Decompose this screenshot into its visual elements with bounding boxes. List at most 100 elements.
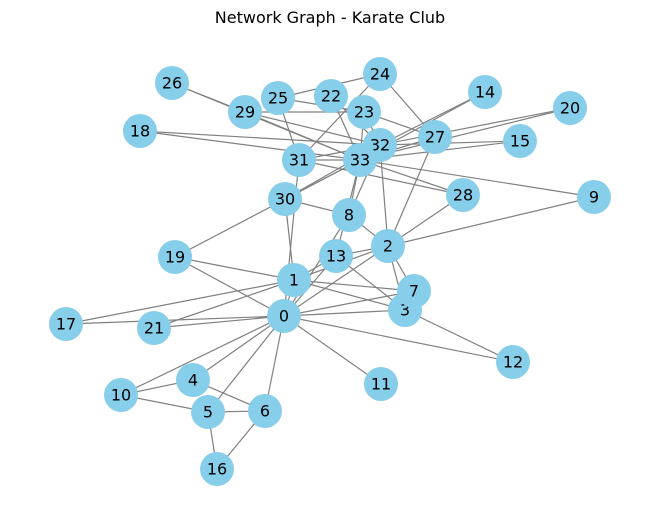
node-2[interactable]: 2 — [371, 229, 405, 263]
node-circle — [363, 57, 397, 91]
edge-1-21 — [153, 279, 295, 329]
node-1[interactable]: 1 — [277, 263, 311, 297]
node-6[interactable]: 6 — [248, 394, 282, 428]
node-10[interactable]: 10 — [104, 378, 138, 412]
node-circle — [282, 143, 316, 177]
node-circle — [397, 274, 431, 308]
edge-0-5 — [207, 315, 285, 413]
node-circle — [371, 229, 405, 263]
node-33[interactable]: 33 — [343, 143, 377, 177]
node-label: 26 — [162, 74, 182, 93]
node-label: 24 — [370, 65, 390, 84]
node-22[interactable]: 22 — [314, 79, 348, 113]
node-circle — [314, 79, 348, 113]
node-25[interactable]: 25 — [261, 81, 295, 115]
edge-2-27 — [387, 136, 436, 247]
edge-0-2 — [283, 245, 389, 317]
node-4[interactable]: 4 — [176, 363, 210, 397]
node-23[interactable]: 23 — [347, 95, 381, 129]
node-label: 10 — [111, 386, 131, 405]
node-label: 30 — [275, 190, 295, 209]
node-circle — [332, 198, 366, 232]
node-label: 20 — [560, 99, 580, 118]
node-label: 5 — [203, 403, 213, 422]
edge-0-10 — [120, 315, 285, 396]
edge-0-17 — [65, 315, 285, 325]
edge-29-32 — [244, 111, 381, 146]
node-circle — [155, 66, 189, 100]
node-18[interactable]: 18 — [123, 114, 157, 148]
node-label: 16 — [207, 460, 227, 479]
node-14[interactable]: 14 — [468, 75, 502, 109]
edge-0-11 — [283, 315, 382, 385]
node-label: 3 — [400, 301, 410, 320]
edge-0-12 — [283, 315, 514, 363]
edge-0-3 — [283, 309, 406, 317]
node-label: 29 — [235, 103, 255, 122]
node-circle — [553, 91, 587, 125]
node-circle — [418, 120, 452, 154]
node-28[interactable]: 28 — [446, 178, 480, 212]
node-27[interactable]: 27 — [418, 120, 452, 154]
node-label: 23 — [354, 103, 374, 122]
edge-0-8 — [283, 214, 350, 317]
node-label: 25 — [268, 89, 288, 108]
node-label: 21 — [144, 319, 164, 338]
node-11[interactable]: 11 — [364, 367, 398, 401]
node-circle — [503, 124, 537, 158]
edge-1-17 — [65, 279, 295, 325]
graph-title: Network Graph - Karate Club — [214, 8, 446, 27]
node-circle — [248, 394, 282, 428]
node-circle — [200, 452, 234, 486]
node-label: 12 — [503, 353, 523, 372]
node-label: 2 — [383, 237, 393, 256]
node-circle — [191, 395, 225, 429]
node-circle — [347, 95, 381, 129]
node-label: 28 — [453, 186, 473, 205]
node-label: 0 — [279, 307, 289, 326]
node-circle — [176, 363, 210, 397]
edge-18-33 — [139, 130, 361, 161]
node-13[interactable]: 13 — [319, 239, 353, 273]
node-26[interactable]: 26 — [155, 66, 189, 100]
node-17[interactable]: 17 — [49, 307, 83, 341]
edge-20-32 — [379, 107, 571, 146]
node-circle — [49, 307, 83, 341]
node-label: 31 — [289, 151, 309, 170]
edge-14-32 — [379, 91, 486, 146]
node-label: 15 — [510, 132, 530, 151]
node-circle — [577, 180, 611, 214]
node-label: 33 — [350, 151, 370, 170]
edge-1-3 — [293, 279, 406, 311]
edge-1-19 — [174, 256, 295, 281]
node-circle — [277, 263, 311, 297]
node-5[interactable]: 5 — [191, 395, 225, 429]
node-15[interactable]: 15 — [503, 124, 537, 158]
node-circle — [268, 182, 302, 216]
node-circle — [319, 239, 353, 273]
edge-0-4 — [192, 315, 285, 381]
node-0[interactable]: 0 — [267, 299, 301, 333]
node-8[interactable]: 8 — [332, 198, 366, 232]
node-label: 27 — [425, 128, 445, 147]
node-label: 7 — [409, 282, 419, 301]
node-circle — [496, 345, 530, 379]
node-29[interactable]: 29 — [228, 95, 262, 129]
edge-0-7 — [283, 290, 415, 317]
node-12[interactable]: 12 — [496, 345, 530, 379]
edge-3-12 — [404, 309, 514, 363]
node-20[interactable]: 20 — [553, 91, 587, 125]
node-label: 19 — [165, 248, 185, 267]
node-30[interactable]: 30 — [268, 182, 302, 216]
node-16[interactable]: 16 — [200, 452, 234, 486]
node-21[interactable]: 21 — [137, 311, 171, 345]
node-circle — [228, 95, 262, 129]
node-7[interactable]: 7 — [397, 274, 431, 308]
node-9[interactable]: 9 — [577, 180, 611, 214]
node-31[interactable]: 31 — [282, 143, 316, 177]
node-24[interactable]: 24 — [363, 57, 397, 91]
node-label: 11 — [371, 375, 391, 394]
node-circle — [104, 378, 138, 412]
node-label: 17 — [56, 315, 76, 334]
node-19[interactable]: 19 — [158, 240, 192, 274]
